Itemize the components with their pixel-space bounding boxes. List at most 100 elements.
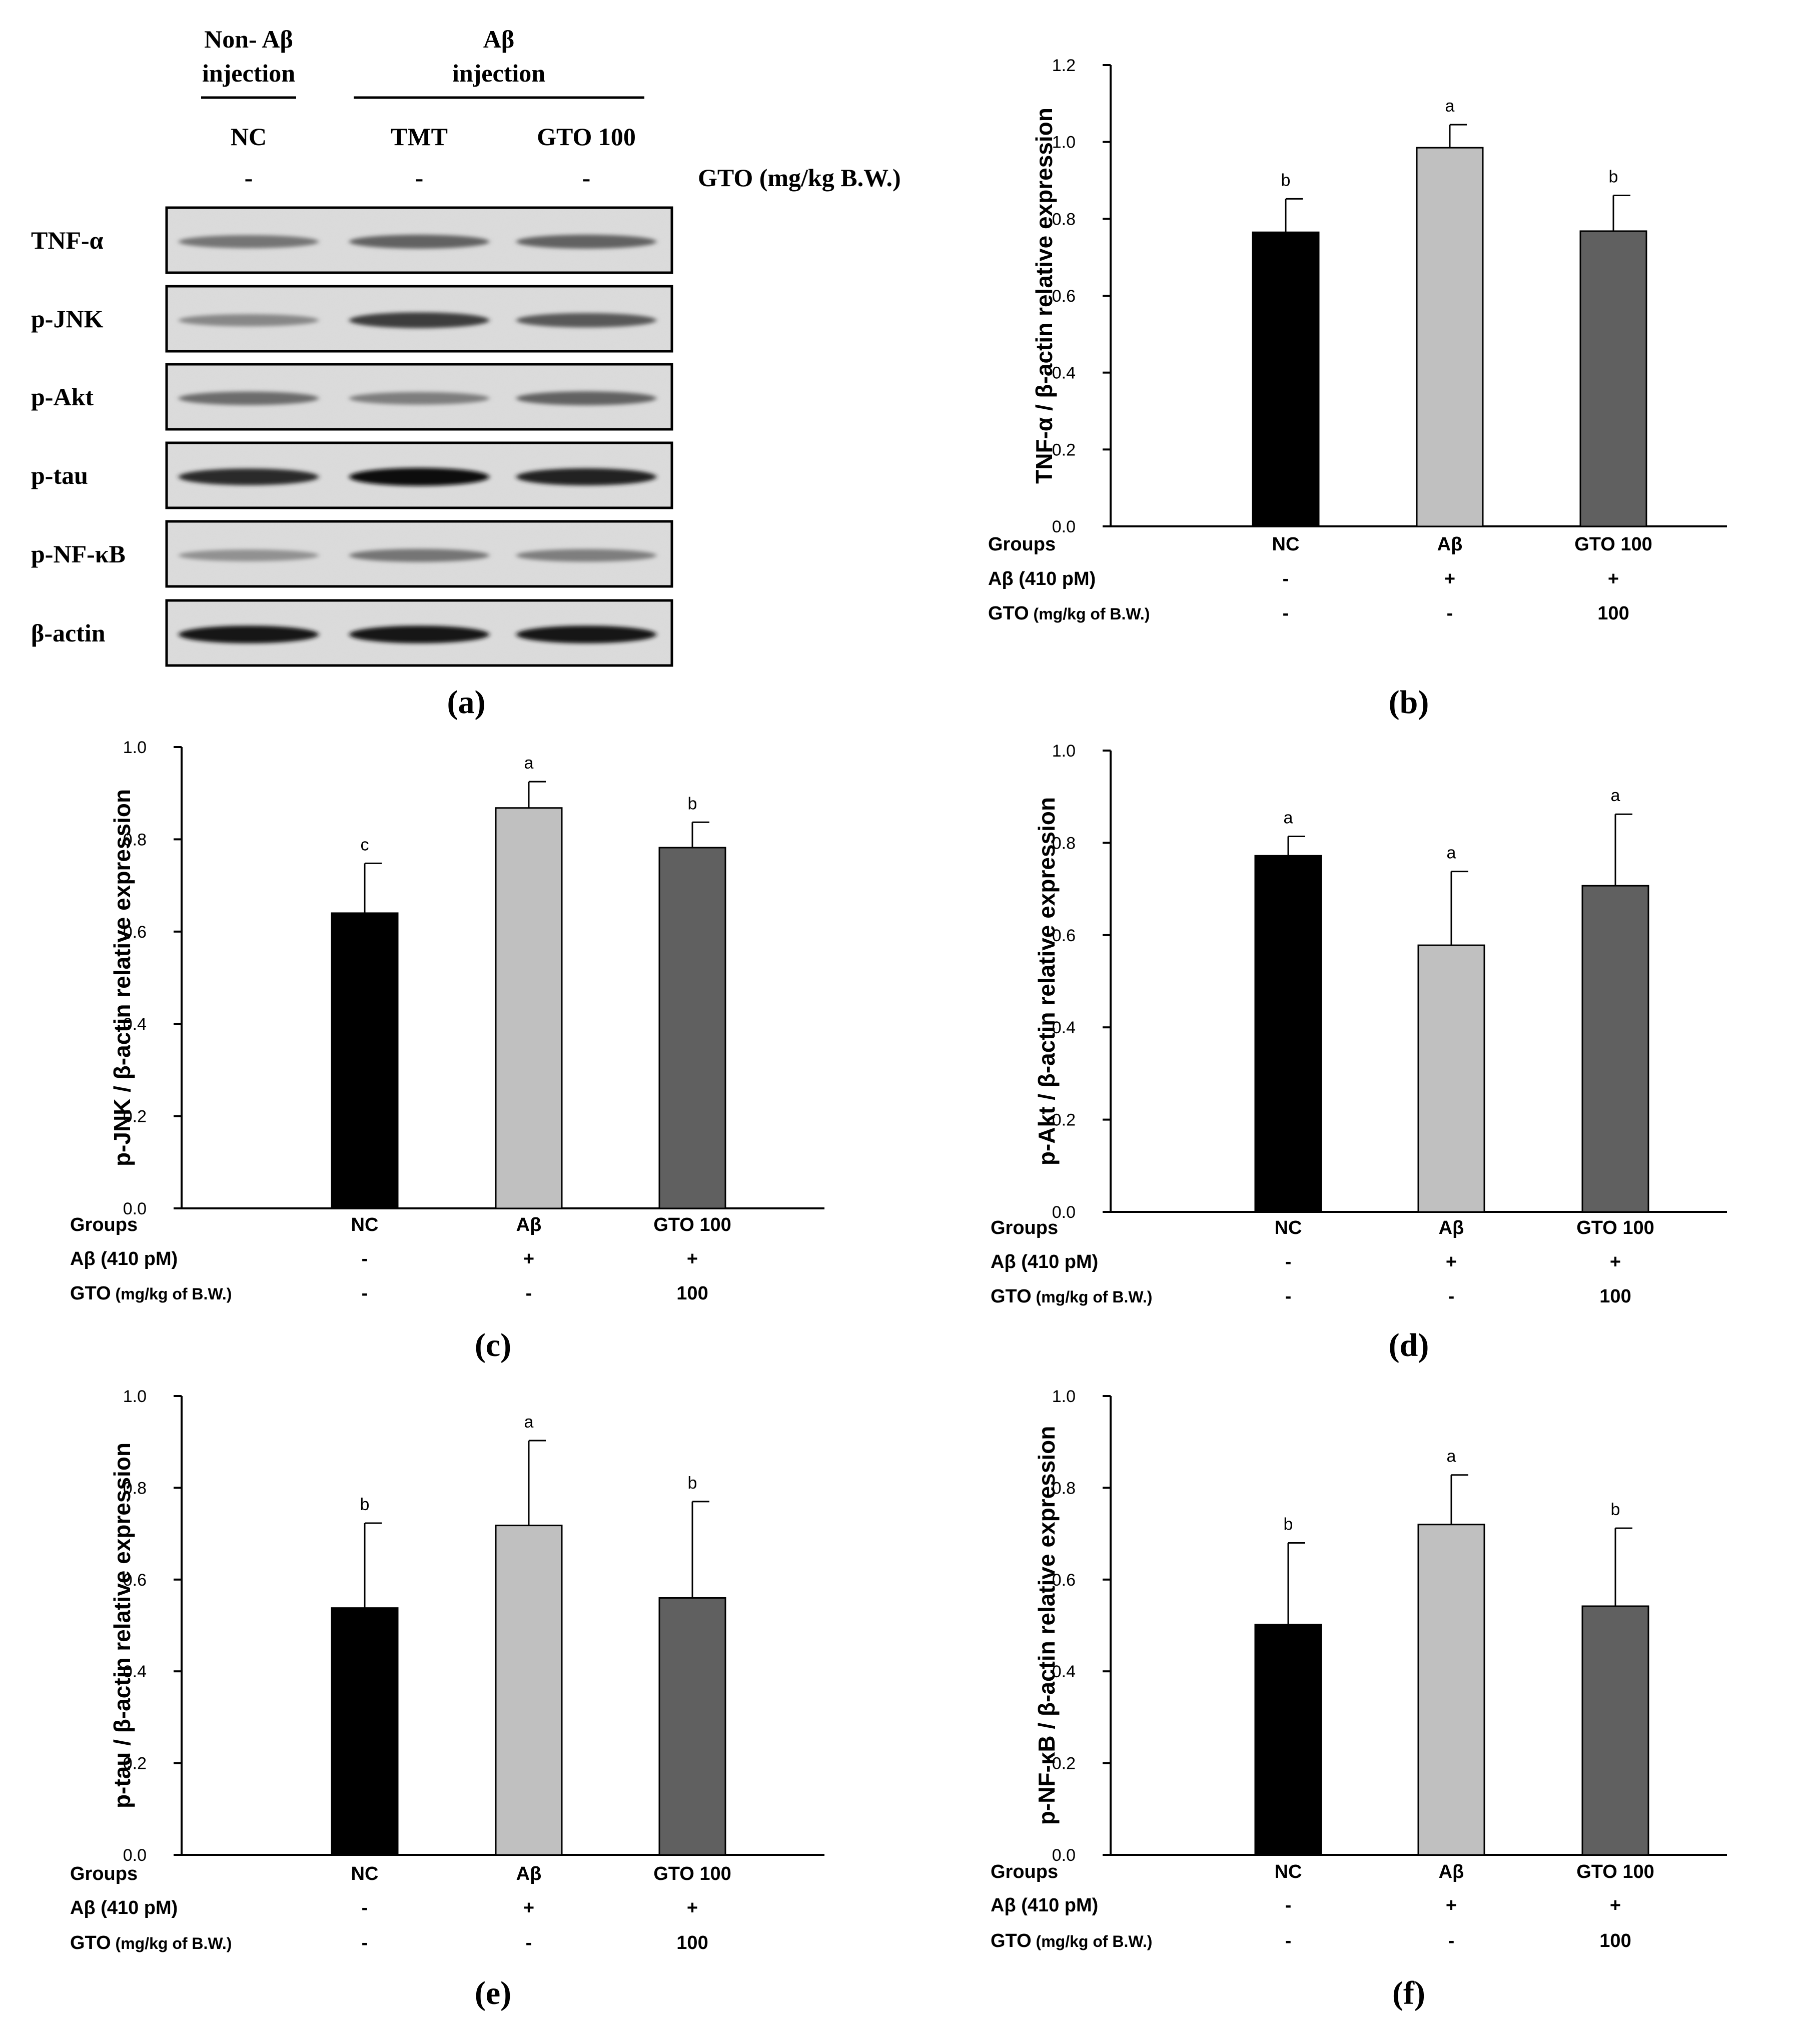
row-value: - [362,1283,368,1304]
row-value: GTO 100 [1574,534,1652,555]
bar-nc [1252,231,1320,527]
panel-label: (f) [1392,1975,1425,2011]
significance-letter: b [1281,171,1291,190]
bar-a [1417,1524,1485,1856]
row-value: NC [1272,534,1300,555]
row-label: GTO (mg/kg of B.W.) [991,1930,1152,1951]
row-label: Groups [70,1214,138,1235]
row-value: GTO 100 [653,1214,731,1235]
row-label: GTO (mg/kg of B.W.) [70,1932,232,1953]
bar-gto-100 [658,1597,726,1856]
blot-band [516,313,656,328]
y-tick-label: 0.8 [123,1479,147,1498]
row-value: - [1283,603,1289,624]
blot-panel: Non- Aβ injection Aβ injection NC - TMT - GT… [31,25,901,721]
row-value: 100 [1599,1930,1631,1951]
y-tick-label: 1.0 [123,1387,147,1406]
row-value: - [362,1248,368,1269]
row-value: + [1610,1895,1621,1916]
bar-a [495,1525,563,1856]
y-tick-label: 0.2 [123,1107,147,1126]
blot-band [349,312,489,328]
y-tick-label: 0.8 [1052,1479,1076,1498]
blot-band [179,314,319,327]
row-label: Groups [70,1863,138,1884]
chart-p-akt: 0.0 0.2 0.4 0.6 0.8 1.0 p-Akt / β-actin relati… [991,742,1727,1364]
bar-nc [331,912,399,1209]
row-value: - [1285,1251,1292,1272]
significance-letter: c [361,835,369,854]
blot-band [349,235,489,249]
header-abeta-line1: Aβ [483,25,514,53]
y-axis-label: p-JNK / β-actin relative expression [109,789,135,1166]
row-value: - [1448,1286,1455,1307]
y-tick-label: 0.0 [1052,517,1076,536]
row-value: - [362,1932,368,1953]
blot-band [516,468,656,486]
y-axis-label: p-NF-κB / β-actin relative expression [1034,1426,1060,1825]
row-value: - [1285,1286,1292,1307]
bar-nc [1254,1624,1322,1856]
row-label: Aβ (410 pM) [991,1251,1098,1272]
blot-dose-mark: - [582,164,591,192]
blot-dose-mark: - [245,164,253,192]
blot-protein-label: p-NF-κB [31,540,126,568]
row-label: Groups [991,1217,1058,1238]
row-value: Aβ [1439,1861,1464,1882]
row-label: GTO (mg/kg of B.W.) [988,603,1150,624]
row-value: + [523,1897,534,1918]
panel-label: (b) [1389,684,1429,721]
row-value: - [1285,1930,1292,1951]
significance-letter: b [1609,167,1618,186]
row-value: + [523,1248,534,1269]
y-tick-label: 0.8 [123,830,147,849]
row-value: + [1608,568,1619,589]
blot-band [516,625,656,643]
blot-protein-label: p-Akt [31,383,94,411]
blot-dose-label: GTO (mg/kg B.W.) [698,164,901,192]
header-non-abeta-line1: Non- Aβ [204,25,293,53]
row-value: 100 [676,1283,708,1304]
significance-letter: a [1284,808,1293,827]
blot-row-actin: β-actin [31,599,673,667]
y-tick-label: 1.0 [1052,742,1076,761]
significance-letter: a [1447,844,1456,863]
significance-letter: b [1284,1515,1293,1534]
y-tick-label: 0.4 [123,1015,147,1034]
y-tick-label: 0.2 [1052,440,1076,459]
row-value: Aβ [516,1863,542,1884]
row-value: - [362,1897,368,1918]
significance-letter: a [524,1413,534,1432]
y-axis-label: TNF-α / β-actin relative expression [1031,108,1057,484]
y-axis-label: p-tau / β-actin relative expression [109,1443,135,1808]
blot-band [179,549,319,561]
bar-nc [1254,855,1322,1213]
y-tick-label: 0.6 [123,1571,147,1590]
bar-gto-100 [1581,1605,1649,1856]
y-tick-label: 0.6 [1052,1571,1076,1590]
blot-protein-label: p-tau [31,461,88,489]
row-value: 100 [1599,1286,1631,1307]
blot-band [349,548,489,562]
significance-letter: b [1611,1500,1620,1519]
significance-letter: b [360,1495,370,1514]
row-value: 100 [676,1932,708,1953]
y-tick-label: 0.0 [123,1199,147,1218]
y-tick-label: 1.0 [123,738,147,757]
row-value: - [1285,1895,1292,1916]
row-label: GTO (mg/kg of B.W.) [70,1283,232,1304]
row-value: 100 [1597,603,1629,624]
y-tick-label: 0.4 [1052,1018,1076,1037]
blot-band [516,391,656,405]
header-non-abeta-line2: injection [202,59,295,87]
bar-a [1416,147,1484,527]
row-value: NC [1275,1217,1302,1238]
blot-protein-label: β-actin [31,619,106,647]
row-value: - [1447,603,1453,624]
panel-label: (c) [475,1327,511,1364]
bar-a [495,807,563,1209]
y-tick-label: 0.6 [123,923,147,942]
blot-band [349,625,489,643]
row-value: + [1446,1895,1457,1916]
blot-band [179,235,319,249]
